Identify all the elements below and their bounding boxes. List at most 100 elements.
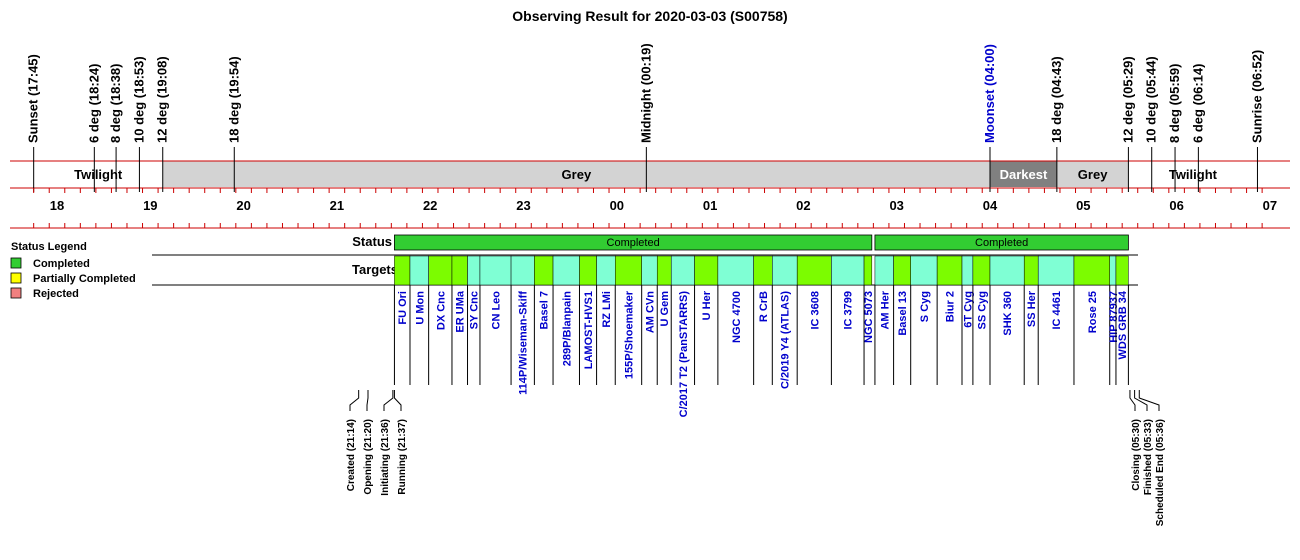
target-block <box>989 255 1025 286</box>
target-block <box>670 255 695 286</box>
milestone-connector <box>383 390 394 411</box>
milestone-connector <box>366 390 369 411</box>
target-block <box>910 255 938 286</box>
target-block <box>863 255 873 286</box>
hour-tick-label: 00 <box>610 198 624 213</box>
hour-tick-label: 01 <box>703 198 717 213</box>
milestone-connector <box>393 390 402 411</box>
target-name: C/2017 T2 (PanSTARRS) <box>678 291 690 418</box>
target-name: 155P/Shoemaker <box>623 290 635 379</box>
target-name: 289P/Blanpain <box>561 291 573 366</box>
night-phases: Twilight Grey Darkest Grey Twilight <box>10 160 1290 189</box>
target-block <box>467 255 481 286</box>
target-block <box>972 255 991 286</box>
target-name: CN Leo <box>491 291 503 330</box>
target-name: IC 4461 <box>1051 291 1063 330</box>
target-block <box>451 255 468 286</box>
target-block <box>614 255 642 286</box>
run-milestones: Created (21:14) Opening (21:20) Initiating… <box>346 390 1166 526</box>
sun-moon-events: Sunset (17:45) 6 deg (18:24) 8 deg (18:38)… <box>26 43 1264 192</box>
status-block <box>394 234 873 251</box>
target-name: ER UMa <box>455 290 467 332</box>
status-block-label: Completed <box>975 237 1028 249</box>
legend-item-label: Partially Completed <box>33 273 136 285</box>
event-label: 18 deg (19:54) <box>226 56 241 143</box>
target-block <box>936 255 963 286</box>
event-label: 18 deg (04:43) <box>1049 56 1064 143</box>
hour-axis: 18 19 20 21 22 23 00 01 02 03 04 05 06 07 <box>10 188 1290 229</box>
target-name: Rose 25 <box>1087 291 1099 333</box>
target-block <box>510 255 535 286</box>
status-block-label: Completed <box>607 237 660 249</box>
target-name: R CrB <box>758 291 770 322</box>
hour-tick-label: 07 <box>1263 198 1277 213</box>
target-name: WDS GRB 34 <box>1117 290 1129 359</box>
target-name: LAMOST-HVS1 <box>583 291 595 369</box>
hour-tick-label: 03 <box>889 198 903 213</box>
target-block <box>394 255 411 286</box>
target-name: SHK 360 <box>1002 291 1014 336</box>
legend-item-label: Completed <box>33 258 90 270</box>
milestone-connector <box>349 390 360 411</box>
hour-tick-label: 04 <box>983 198 998 213</box>
target-block <box>961 255 974 286</box>
target-block <box>428 255 453 286</box>
target-block <box>479 255 512 286</box>
target-name: U Gem <box>659 291 671 327</box>
target-name: AM CVn <box>644 291 656 333</box>
event-label: 12 deg (05:29) <box>1120 56 1135 143</box>
target-block <box>641 255 658 286</box>
hour-tick-label: 19 <box>143 198 157 213</box>
target-name: SS Her <box>1026 290 1038 327</box>
legend-item-label: Rejected <box>33 288 79 300</box>
status-legend: Status Legend Completed Partially Complete… <box>10 241 136 300</box>
phase-block <box>1056 161 1129 187</box>
phase-block <box>990 161 1057 187</box>
targets-row: Targets FU Ori U Mon DX Cnc ER UMa SY Cnc CN L… <box>152 254 1138 418</box>
target-name: Basel 13 <box>897 291 909 336</box>
target-name: Basel 7 <box>539 291 551 330</box>
target-block <box>893 255 911 286</box>
milestone-label: Finished (05:33) <box>1143 419 1154 495</box>
target-block <box>1073 255 1110 286</box>
target-name: SS Cyg <box>976 291 988 330</box>
event-label: Midnight (00:19) <box>638 43 653 143</box>
legend-swatch <box>10 257 22 269</box>
phase-label: Twilight <box>1169 167 1218 182</box>
target-block <box>1109 255 1117 286</box>
event-label: 10 deg (18:53) <box>131 56 146 143</box>
status-block <box>874 234 1129 251</box>
hour-tick-label: 21 <box>330 198 344 213</box>
targets-row-label: Targets <box>352 262 398 277</box>
phase-label: Twilight <box>74 167 123 182</box>
target-block <box>1115 255 1129 286</box>
legend-swatch <box>10 287 22 299</box>
target-name: S Cyg <box>919 291 931 322</box>
target-name: NGC 4700 <box>731 291 743 343</box>
target-name: Biur 2 <box>945 291 957 322</box>
target-name: 114P/Wiseman-Skiff <box>518 291 530 395</box>
phase-label: Darkest <box>1000 167 1048 182</box>
milestone-label: Closing (05:30) <box>1131 419 1142 491</box>
hour-tick-label: 06 <box>1169 198 1183 213</box>
event-label: 6 deg (06:14) <box>1190 64 1205 143</box>
chart-title: Observing Result for 2020-03-03 (S00758) <box>512 8 787 24</box>
target-name: FU Ori <box>397 291 409 325</box>
milestone-connector <box>1129 390 1136 411</box>
hour-tick-label: 18 <box>50 198 64 213</box>
target-name: U Her <box>701 290 713 320</box>
target-name: RZ LMi <box>601 291 613 328</box>
event-label: 8 deg (05:59) <box>1167 64 1182 143</box>
status-row-label: Status <box>352 234 392 249</box>
target-name: IC 3608 <box>809 291 821 330</box>
target-block <box>694 255 719 286</box>
target-name: NGC 5073 <box>863 291 875 343</box>
phase-label: Grey <box>1078 167 1108 182</box>
target-block <box>831 255 865 286</box>
target-block <box>796 255 832 286</box>
event-label: Sunset (17:45) <box>26 54 41 143</box>
milestone-connector <box>1138 390 1160 411</box>
target-block <box>717 255 754 286</box>
legend-title: Status Legend <box>11 241 87 253</box>
